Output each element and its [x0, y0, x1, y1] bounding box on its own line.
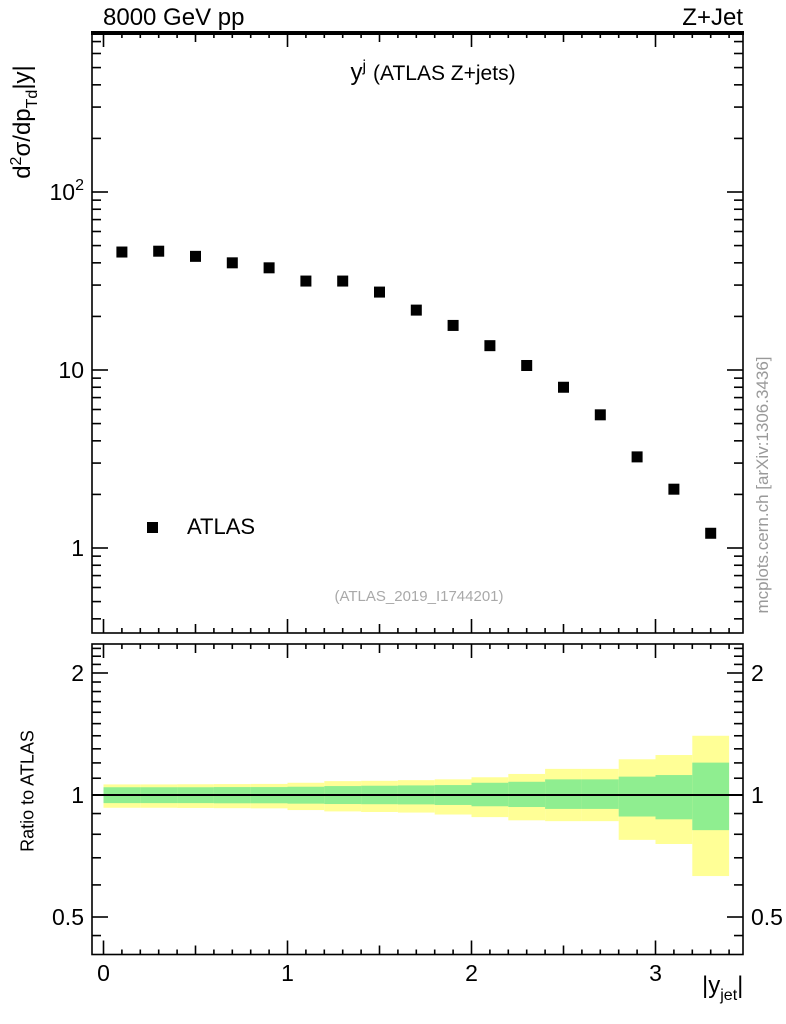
data-point	[263, 262, 275, 274]
ratio-band-inner	[692, 762, 730, 831]
plot-title-superscript: j	[362, 58, 366, 75]
data-point	[337, 275, 349, 287]
main-y-tick-label: 1	[71, 535, 84, 561]
data-point	[521, 359, 533, 371]
main-y-axis-label: d2σ/dpTd|y|	[8, 65, 41, 179]
data-point	[374, 286, 385, 298]
legend: ATLAS	[147, 514, 255, 540]
data-point	[558, 381, 569, 393]
data-point	[153, 245, 165, 257]
mcplots-reference-note: mcplots.cern.ch [arXiv:1306.3436]	[753, 356, 772, 614]
legend-label: ATLAS	[187, 514, 256, 539]
legend-marker-square	[147, 521, 158, 533]
ratio-y-tick-label-left: 1	[71, 782, 84, 808]
data-point	[705, 527, 717, 539]
main-panel-frame	[91, 32, 744, 634]
plot-title: yj (ATLAS Z+jets)	[350, 58, 515, 87]
data-point	[631, 451, 643, 463]
x-tick-label: 1	[281, 960, 294, 986]
main-y-tick-label: 10	[58, 357, 84, 383]
x-tick-label: 2	[465, 960, 478, 986]
x-tick-label: 0	[97, 960, 110, 986]
header-beam-energy: 8000 GeV pp	[103, 4, 245, 31]
data-point	[668, 483, 680, 495]
data-point	[190, 250, 201, 262]
data-point	[226, 257, 238, 269]
data-point	[447, 319, 459, 331]
ratio-y-tick-label-right: 0.5	[751, 904, 783, 930]
ratio-panel-frame	[91, 643, 744, 956]
ratio-band-inner	[618, 776, 656, 817]
ratio-y-tick-label-left: 2	[71, 660, 84, 686]
plot-title-analysis: (ATLAS Z+jets)	[373, 62, 516, 85]
data-point	[116, 246, 128, 258]
x-tick-label: 3	[649, 960, 662, 986]
data-point	[484, 340, 496, 352]
x-axis-label: |yjet|	[702, 972, 744, 1004]
plot-title-observable: y	[350, 59, 363, 86]
data-point	[410, 304, 422, 316]
analysis-id-watermark: (ATLAS_2019_I1744201)	[334, 588, 504, 605]
ratio-y-tick-label-right: 1	[751, 782, 764, 808]
main-y-tick-label: 102	[50, 177, 85, 205]
data-point	[594, 409, 606, 421]
ratio-y-axis-label: Ratio to ATLAS	[17, 730, 38, 852]
ratio-y-tick-label-right: 2	[751, 660, 764, 686]
ratio-y-tick-label-left: 0.5	[52, 904, 84, 930]
ratio-band-inner	[655, 775, 693, 820]
data-point	[300, 275, 312, 287]
header-process: Z+Jet	[682, 4, 743, 31]
